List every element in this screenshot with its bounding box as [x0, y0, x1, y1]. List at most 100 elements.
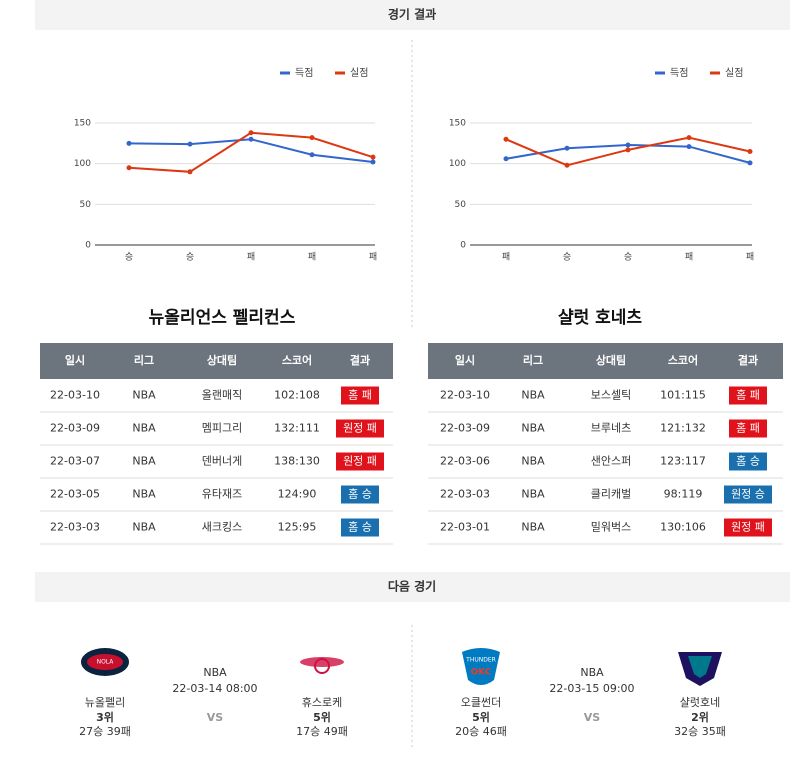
cell-text: 22-03-01 — [440, 521, 490, 534]
legend-label: 득점 — [670, 67, 688, 79]
cell-text: NBA — [521, 455, 545, 468]
cell-text: 유타재즈 — [202, 488, 242, 501]
result-text: 원정 패 — [343, 422, 377, 435]
y-tick-label: 0 — [460, 241, 466, 251]
game-time: 22-03-15 09:00 — [549, 682, 634, 695]
data-point — [370, 154, 376, 160]
result-text: 홈 패 — [736, 421, 760, 435]
data-point — [248, 130, 254, 136]
x-tick-label: 패 — [308, 252, 316, 263]
cell-text: 125:95 — [278, 521, 317, 534]
x-tick-label: 패 — [369, 252, 377, 263]
cell-text: NBA — [521, 521, 545, 534]
cell-text: 22-03-05 — [50, 488, 100, 501]
result-badge — [341, 386, 379, 405]
team-record: 32승 35패 — [674, 725, 726, 738]
data-point — [309, 152, 315, 158]
team-name: 휴스로케 — [302, 696, 342, 709]
result-text: 홈 패 — [348, 388, 372, 402]
svg-text:OKC: OKC — [471, 668, 492, 678]
svg-text:NOLA: NOLA — [97, 659, 115, 666]
cell-text: 98:119 — [664, 488, 703, 501]
cell-text: 22-03-10 — [50, 389, 100, 402]
cell-text: 브루네츠 — [591, 422, 631, 435]
team-title: 뉴올리언스 펠리컨스 — [149, 308, 296, 328]
section-title: 다음 경기 — [388, 579, 436, 594]
result-badge — [729, 419, 767, 438]
data-point — [309, 135, 315, 141]
team-rank: 5위 — [313, 711, 331, 724]
cell-text: 123:117 — [660, 455, 706, 468]
cell-text: 130:106 — [660, 521, 706, 534]
data-point — [686, 135, 692, 141]
cell-text: NBA — [132, 455, 156, 468]
team-rank: 2위 — [691, 711, 709, 724]
x-tick-label: 패 — [685, 252, 693, 263]
team-logo: NOLA — [81, 648, 129, 676]
cell-text: 22-03-03 — [50, 521, 100, 534]
result-badge — [729, 452, 767, 471]
game-time: 22-03-14 08:00 — [172, 682, 257, 695]
cell-text: 22-03-07 — [50, 455, 100, 468]
vs: VS — [584, 711, 601, 724]
x-tick-label: 승 — [624, 252, 632, 263]
cell-text: 샌안스퍼 — [591, 455, 631, 468]
cell-text: 121:132 — [660, 422, 706, 435]
team-record: 20승 46패 — [455, 725, 507, 738]
data-point — [126, 140, 132, 146]
data-point — [564, 145, 570, 151]
team-rank: 5위 — [472, 711, 490, 724]
cell-text: 124:90 — [278, 488, 317, 501]
result-badge — [724, 518, 772, 537]
cell-text: 덴버너게 — [202, 455, 242, 468]
cell-text: 22-03-06 — [440, 455, 490, 468]
cell-text: 보스셀틱 — [591, 389, 631, 402]
legend-label: 실점 — [350, 67, 368, 79]
y-tick-label: 50 — [80, 200, 92, 210]
data-point — [370, 159, 376, 165]
section-title: 경기 결과 — [388, 7, 436, 22]
column-header: 스코어 — [282, 353, 312, 367]
team-name: 오클썬더 — [461, 696, 501, 709]
x-tick-label: 승 — [125, 252, 133, 263]
cell-text: NBA — [132, 422, 156, 435]
x-tick-label: 패 — [746, 252, 754, 263]
column-header: 결과 — [350, 353, 370, 367]
y-tick-label: 0 — [85, 241, 91, 251]
league: NBA — [203, 666, 227, 679]
table-header — [40, 343, 393, 379]
table-header — [428, 343, 783, 379]
data-point — [126, 165, 132, 171]
data-point — [747, 160, 753, 166]
column-header: 리그 — [523, 353, 543, 367]
legend-label: 실점 — [725, 67, 743, 79]
column-header: 일시 — [455, 353, 475, 367]
legend-label: 득점 — [295, 67, 313, 79]
cell-text: 101:115 — [660, 389, 706, 402]
column-header: 일시 — [65, 353, 85, 367]
cell-text: 22-03-09 — [440, 422, 490, 435]
y-tick-label: 100 — [449, 159, 466, 169]
team-rank: 3위 — [96, 711, 114, 724]
y-tick-label: 100 — [74, 159, 91, 169]
result-text: 홈 승 — [348, 520, 372, 534]
data-point — [503, 136, 509, 142]
data-point — [503, 156, 509, 162]
x-tick-label: 패 — [247, 252, 255, 263]
result-badge — [341, 485, 379, 504]
team-logo — [300, 657, 344, 674]
cell-text: NBA — [132, 521, 156, 534]
data-point — [747, 148, 753, 154]
svg-text:THUNDER: THUNDER — [465, 657, 496, 664]
section-band — [35, 0, 790, 30]
column-header: 스코어 — [668, 353, 698, 367]
column-header: 상대팀 — [596, 353, 626, 367]
x-tick-label: 승 — [563, 252, 571, 263]
data-point — [625, 147, 631, 153]
team-record: 27승 39패 — [79, 725, 131, 738]
result-text: 홈 패 — [736, 388, 760, 402]
data-point — [564, 162, 570, 168]
column-header: 리그 — [134, 353, 154, 367]
result-text: 원정 승 — [731, 488, 765, 501]
data-point — [686, 144, 692, 150]
